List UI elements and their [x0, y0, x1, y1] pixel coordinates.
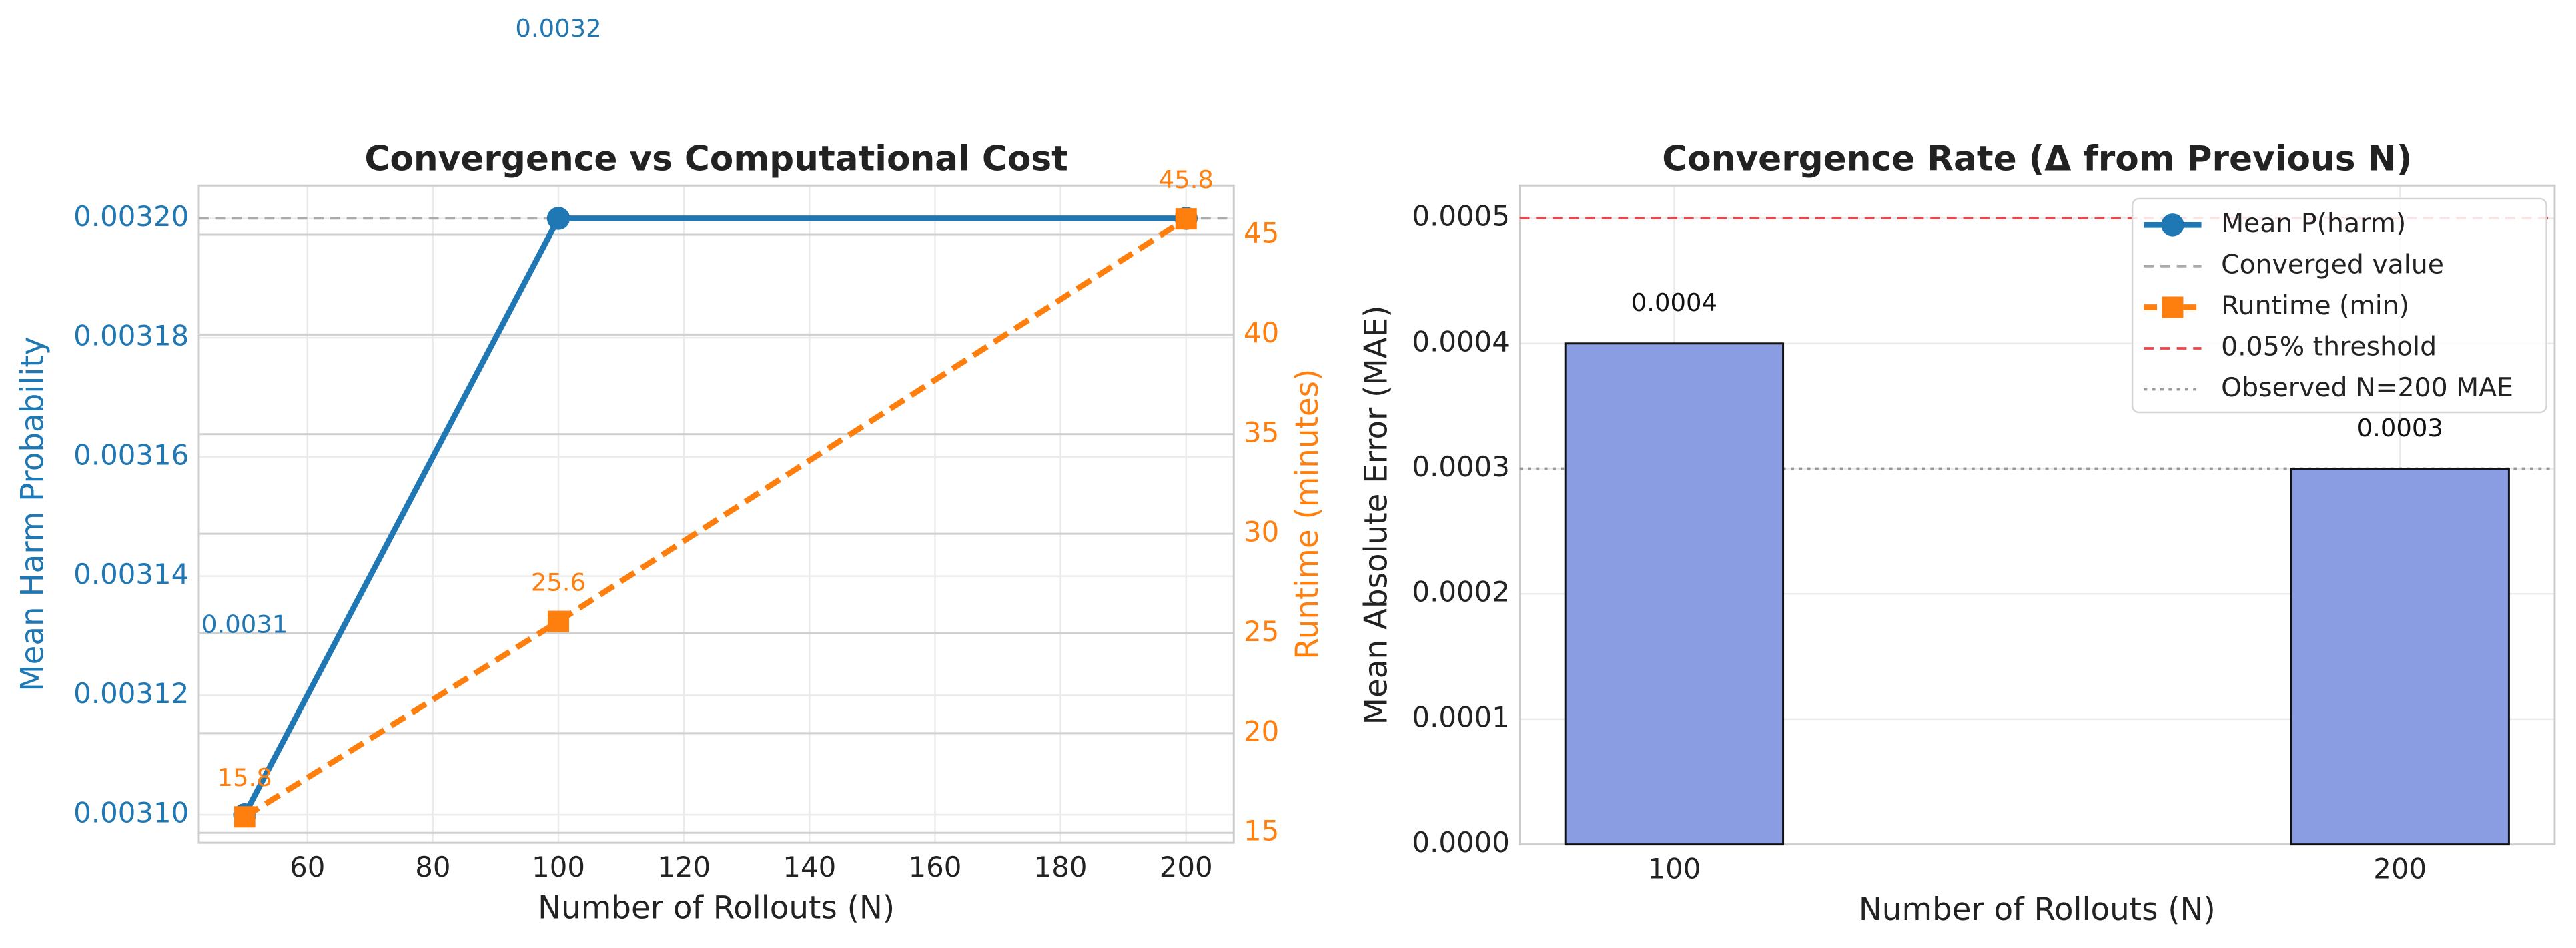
y-tick-label: 0.00318: [73, 320, 189, 352]
x-tick-label: 200: [1160, 851, 1213, 883]
legend-box: [2131, 197, 2547, 414]
value-label: 45.8: [1159, 165, 1214, 194]
marker: [548, 610, 570, 632]
y-tick-label: 0.0003: [1412, 450, 1509, 483]
chart-title: Convergence Rate (Δ from Previous N): [1662, 139, 2412, 179]
y-tick-label: 0.00314: [73, 558, 189, 590]
legend-label: Converged value: [2221, 249, 2444, 280]
y2-tick-label: 25: [1244, 615, 1279, 648]
y2-tick-label: 35: [1244, 416, 1279, 448]
x-tick-label: 80: [415, 851, 450, 883]
plot-frame: [197, 184, 1235, 844]
y2-tick-label: 20: [1244, 715, 1279, 747]
y-tick-label: 0.00316: [73, 438, 189, 471]
y-tick-label: 0.0000: [1412, 826, 1509, 859]
value-label: 0.0003: [2357, 414, 2443, 442]
bar: [2290, 468, 2510, 846]
x-tick-label: 140: [783, 851, 836, 883]
x-tick-label: 60: [290, 851, 325, 883]
y2-tick-label: 40: [1244, 316, 1279, 349]
x-tick-label: 120: [657, 851, 711, 883]
marker: [546, 207, 570, 230]
x-tick-label: 100: [1647, 853, 1701, 885]
y-tick-label: 0.0004: [1412, 325, 1509, 358]
y-tick-label: 0.00320: [73, 200, 189, 233]
x-axis-label: Number of Rollouts (N): [538, 891, 895, 927]
y-tick-label: 0.00310: [73, 797, 189, 829]
value-label: 0.0004: [1631, 288, 1717, 317]
x-tick-label: 200: [2373, 853, 2427, 885]
x-tick-label: 100: [532, 851, 585, 883]
legend-label: Mean P(harm): [2221, 208, 2406, 239]
chart-title: Convergence vs Computational Cost: [364, 139, 1067, 179]
y-tick-label: 0.0002: [1412, 576, 1509, 608]
x-axis-label: Number of Rollouts (N): [1859, 892, 2216, 928]
legend-marker: [2161, 213, 2184, 237]
x-tick-label: 160: [909, 851, 962, 883]
value-label: 25.6: [531, 568, 586, 596]
y2-tick-label: 30: [1244, 516, 1279, 548]
x-tick-label: 180: [1034, 851, 1088, 883]
legend-marker: [2162, 296, 2184, 318]
value-label: 15.8: [218, 763, 272, 792]
bar: [1564, 342, 1785, 846]
y-axis-label: Mean Absolute Error (MAE): [1358, 306, 1394, 725]
y-tick-label: 0.00312: [73, 677, 189, 710]
marker: [1175, 208, 1197, 230]
value-label: 0.0031: [201, 610, 288, 639]
y2-tick-label: 45: [1244, 217, 1279, 250]
y-tick-label: 0.0005: [1412, 200, 1509, 233]
marker: [234, 806, 256, 828]
plot-frame: [1519, 184, 2556, 846]
y-tick-label: 0.0001: [1412, 700, 1509, 733]
legend-label: Observed N=200 MAE: [2221, 372, 2513, 403]
y-axis-label: Mean Harm Probability: [15, 337, 51, 692]
legend-label: Runtime (min): [2221, 290, 2409, 321]
y2-tick-label: 15: [1244, 815, 1279, 847]
legend-label: 0.05% threshold: [2221, 332, 2437, 362]
value-label: 0.0032: [515, 14, 601, 43]
y2-axis-label: Runtime (minutes): [1290, 369, 1326, 660]
